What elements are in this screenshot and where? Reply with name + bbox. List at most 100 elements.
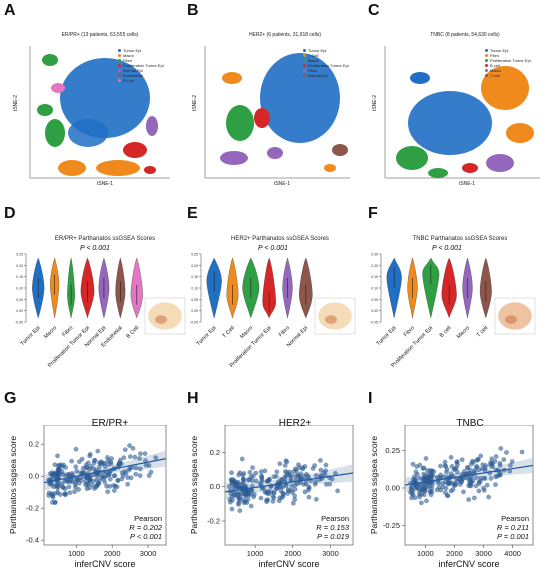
scatter-point (153, 455, 159, 461)
x-tick-label: 4000 (504, 549, 521, 558)
scatter-point (105, 489, 111, 495)
scatter-point (459, 457, 465, 463)
legend-item: B cell (485, 63, 531, 68)
legend-swatch (485, 54, 488, 57)
y-tick-label: 0.0 (29, 472, 39, 481)
scatter-point (87, 485, 92, 491)
x-axis-label: inferCNV score (438, 559, 499, 569)
legend-item: Macro (118, 53, 164, 58)
legend-swatch (303, 69, 306, 72)
scatter-point (431, 469, 437, 475)
stats-label: P < 0.001 (130, 532, 162, 541)
scatter-point (455, 469, 460, 475)
scatter-point (465, 465, 470, 471)
y-tick-label: 0.10 (16, 287, 23, 291)
legend-label: Endothelial (123, 73, 143, 78)
scatter-point (87, 453, 93, 459)
scatter-point (102, 479, 108, 485)
scatter-point (504, 450, 509, 455)
y-tick-label: 0.10 (371, 287, 378, 291)
legend-swatch (485, 69, 488, 72)
scatter-point (427, 489, 433, 495)
stats-label: P = 0.001 (497, 532, 529, 541)
violin-e-title: HER2+ Parthanatos ssGSEA Scores (231, 236, 329, 242)
violin-category-label: Fibro (403, 325, 416, 338)
legend-swatch (303, 59, 306, 62)
scatter-point (271, 491, 277, 496)
scatter-point (236, 500, 242, 506)
scatter-point (247, 491, 253, 497)
tsne-b-clusters (220, 53, 348, 172)
scatter-point (112, 473, 118, 478)
scatter-point (489, 462, 495, 467)
scatter-point (106, 471, 112, 477)
y-tick-label: -0.4 (26, 536, 39, 545)
scatter-point (413, 469, 419, 475)
scatter-point (473, 475, 479, 481)
violin-category-label: B cell (439, 325, 453, 339)
scatter-point (313, 479, 319, 485)
scatter-point (476, 488, 482, 494)
trend-line (224, 472, 354, 493)
panel-letter-i: I (368, 390, 373, 407)
scatter-point (227, 497, 233, 502)
legend-label: Macro (490, 68, 502, 73)
y-tick-label: -0.25 (383, 521, 400, 530)
scatter-point (481, 475, 487, 481)
x-tick-label: 2000 (104, 549, 121, 558)
scatter-point (117, 457, 123, 463)
tsne-c-clusters (396, 66, 534, 178)
legend-item: Macro (485, 68, 531, 73)
tsne-a-legend: Tumor Epi Macro Fibro Proliferation Tumor E… (118, 48, 164, 83)
scatter-point (472, 495, 477, 501)
scatter-point (292, 493, 297, 499)
legend-swatch (485, 49, 488, 52)
tsne-c-ylabel: tSNE-2 (372, 94, 379, 112)
scatter-point (245, 496, 251, 502)
scatter-point (137, 473, 143, 479)
tsne-c-title: TNBC (8 patients, 54,630 cells) (430, 32, 500, 38)
scatter-point (417, 462, 423, 468)
scatter-point (74, 468, 80, 474)
scatter-point (519, 449, 525, 455)
scatter-point (282, 474, 288, 480)
stats-label: Pearson (321, 514, 349, 523)
scatter-point (419, 491, 424, 497)
scatter-point (436, 484, 442, 490)
legend-swatch (303, 54, 306, 57)
scatter-point (73, 464, 79, 470)
scatter-point (236, 472, 242, 478)
scatter-point (481, 485, 486, 491)
scatter-point (111, 483, 117, 488)
scatter-point (473, 483, 479, 489)
legend-label: Macro (308, 58, 320, 63)
scatter-point (292, 486, 298, 492)
scatter-point (425, 468, 430, 473)
trend-line (404, 464, 534, 486)
violin-category-label: Tumor Epi (196, 325, 218, 347)
legend-label: Fibro (308, 68, 318, 73)
legend-label: Proliferation Tumor Epi (490, 58, 531, 63)
legend-label: T cell (490, 73, 500, 78)
legend-label: Tumor Epi (490, 48, 509, 53)
y-tick-label: -0.05 (370, 321, 378, 325)
scatter-point (92, 458, 97, 463)
scatter-point (85, 481, 90, 487)
scatter-point (107, 476, 113, 482)
y-tick-label: 0.2 (210, 448, 220, 457)
scatter-g-title: ER/PR+ (91, 418, 129, 429)
panel-letter-g: G (4, 390, 17, 407)
scatter-point (77, 459, 82, 465)
tsne-c-legend: Tumor Epi Fibro Proliferation Tumor Epi B c… (485, 48, 531, 78)
scatter-point (127, 443, 132, 448)
x-axis-label: inferCNV score (258, 559, 319, 569)
scatter-point (108, 459, 113, 465)
scatter-point (99, 475, 104, 480)
scatter-point (497, 460, 503, 466)
y-tick-label: -0.05 (190, 321, 198, 325)
scatter-point (436, 480, 442, 486)
